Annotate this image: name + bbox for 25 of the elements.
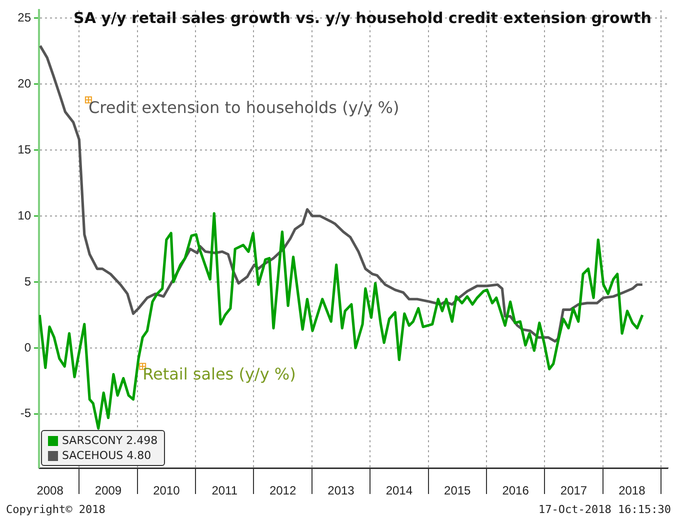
x-tick-label: 2014 bbox=[386, 484, 413, 498]
x-tick-label: 2013 bbox=[328, 484, 355, 498]
legend-label: SACEHOUS 4.80 bbox=[62, 448, 152, 463]
y-tick-label: 25 bbox=[18, 10, 32, 24]
y-tick-label: -5 bbox=[20, 406, 32, 420]
text: Copyright© 2018 bbox=[6, 503, 106, 516]
y-tick-label: 15 bbox=[18, 142, 32, 156]
x-tick-label: 2009 bbox=[94, 484, 122, 498]
y-tick-label: 0 bbox=[24, 340, 32, 354]
text: 17-Oct-2018 16:15:30 bbox=[538, 503, 671, 516]
y-tick-label: 10 bbox=[18, 208, 32, 222]
y-tick-label: 20 bbox=[18, 76, 32, 90]
x-tick-label: 2016 bbox=[502, 484, 530, 498]
annotation: Retail sales (y/y %) bbox=[142, 364, 296, 384]
x-tick-label: 2010 bbox=[153, 484, 180, 498]
x-tick-label: 2017 bbox=[560, 484, 588, 498]
x-tick-label: 2012 bbox=[269, 484, 296, 498]
x-tick-label: 2018 bbox=[618, 484, 646, 498]
x-tick-label: 2015 bbox=[444, 484, 472, 498]
x-tick-label: 2011 bbox=[212, 484, 238, 498]
y-tick-label: 5 bbox=[24, 274, 32, 288]
chart-title: SA y/y retail sales growth vs. y/y household credit extension growth bbox=[72, 9, 652, 27]
annotation: Credit extension to households (y/y %) bbox=[88, 98, 400, 118]
legend-label: SARSCONY 2.498 bbox=[62, 433, 158, 448]
x-tick-label: 2008 bbox=[36, 484, 64, 498]
